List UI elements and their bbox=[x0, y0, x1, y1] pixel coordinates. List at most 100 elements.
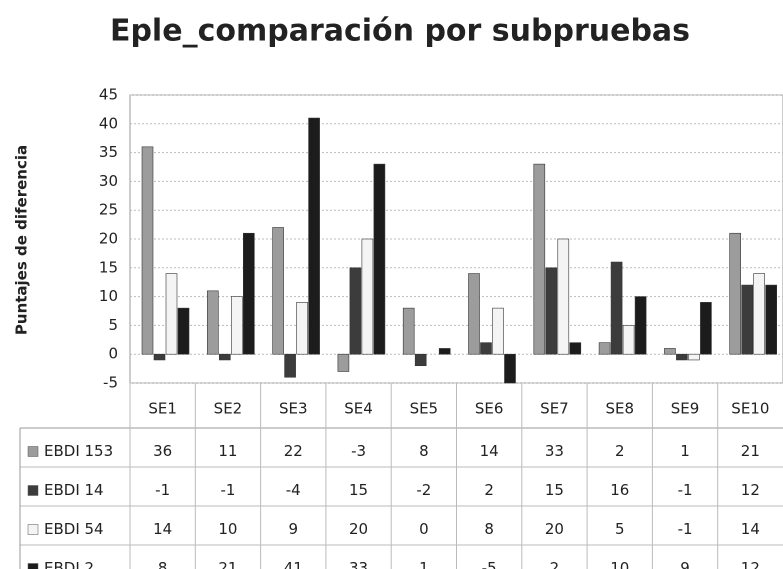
x-tick-label: SE4 bbox=[344, 400, 373, 418]
bar bbox=[284, 353, 296, 378]
bar bbox=[243, 232, 255, 355]
table-value: 8 bbox=[158, 559, 168, 569]
y-tick-label: 0 bbox=[108, 345, 118, 363]
bar bbox=[207, 290, 219, 355]
x-tick-label: SE1 bbox=[148, 400, 177, 418]
bar bbox=[296, 302, 308, 355]
legend-label: EBDI 54 bbox=[44, 520, 104, 538]
y-tick-label: 30 bbox=[99, 172, 118, 190]
legend-swatch bbox=[27, 524, 39, 535]
table-value: 12 bbox=[741, 559, 760, 569]
bar bbox=[741, 284, 754, 355]
table-value: 21 bbox=[741, 442, 760, 460]
y-tick-label: 5 bbox=[108, 316, 118, 334]
bar bbox=[610, 261, 623, 355]
table-value: 21 bbox=[218, 559, 237, 569]
table-value: 10 bbox=[218, 520, 237, 538]
table-value: 16 bbox=[610, 481, 629, 499]
y-tick-label: 45 bbox=[99, 86, 118, 104]
bar bbox=[664, 348, 676, 355]
bar bbox=[545, 267, 558, 355]
table-value: 22 bbox=[284, 442, 303, 460]
x-tick-label: SE5 bbox=[410, 400, 439, 418]
y-tick-label: 35 bbox=[99, 143, 118, 161]
bar bbox=[676, 353, 688, 361]
table-value: 9 bbox=[680, 559, 690, 569]
table-value: -2 bbox=[416, 481, 431, 499]
bar bbox=[177, 307, 190, 355]
bar bbox=[231, 296, 243, 355]
table-value: 14 bbox=[480, 442, 499, 460]
table-value: -1 bbox=[678, 520, 693, 538]
legend-swatch bbox=[27, 485, 39, 496]
bar bbox=[337, 353, 350, 372]
x-tick-label: SE9 bbox=[671, 400, 700, 418]
table-value: 15 bbox=[349, 481, 368, 499]
table-value: 41 bbox=[284, 559, 303, 569]
table-value: 20 bbox=[545, 520, 564, 538]
table-value: 8 bbox=[419, 442, 429, 460]
bar bbox=[634, 296, 647, 355]
table-value: -1 bbox=[155, 481, 170, 499]
legend-swatch bbox=[27, 446, 39, 457]
bar bbox=[598, 342, 611, 355]
bar bbox=[373, 163, 386, 355]
table-value: 8 bbox=[484, 520, 494, 538]
y-tick-label: -5 bbox=[103, 374, 118, 392]
bar bbox=[141, 146, 154, 355]
table-value: 10 bbox=[610, 559, 629, 569]
bar bbox=[557, 238, 570, 355]
table-value: 2 bbox=[615, 442, 625, 460]
table-value: 12 bbox=[741, 481, 760, 499]
table-value: 15 bbox=[545, 481, 564, 499]
chart-title: Eple_comparación por subpruebas bbox=[110, 14, 690, 49]
table-value: 14 bbox=[153, 520, 172, 538]
table-value: 1 bbox=[419, 559, 429, 569]
bar bbox=[468, 273, 480, 355]
y-tick-label: 25 bbox=[99, 201, 118, 219]
bar bbox=[402, 307, 415, 355]
x-tick-label: SE3 bbox=[279, 400, 308, 418]
table-value: 11 bbox=[218, 442, 237, 460]
y-tick-label: 40 bbox=[99, 114, 118, 132]
table-value: -4 bbox=[286, 481, 301, 499]
table-value: -5 bbox=[482, 559, 497, 569]
table-value: 1 bbox=[680, 442, 690, 460]
y-tick-label: 15 bbox=[99, 258, 118, 276]
table-value: 33 bbox=[545, 442, 564, 460]
bar bbox=[533, 163, 546, 355]
bar bbox=[492, 307, 504, 355]
bar bbox=[349, 267, 362, 355]
y-tick-label: 20 bbox=[99, 230, 118, 248]
bar bbox=[480, 342, 492, 355]
legend-label: EBDI 2 bbox=[44, 559, 94, 569]
bar bbox=[219, 353, 231, 361]
table-value: 5 bbox=[615, 520, 625, 538]
x-tick-label: SE8 bbox=[605, 400, 634, 418]
table-value: -1 bbox=[678, 481, 693, 499]
table-value: -3 bbox=[351, 442, 366, 460]
legend-swatch bbox=[27, 563, 39, 569]
bar bbox=[765, 284, 778, 355]
bar bbox=[688, 353, 700, 361]
table-value: -1 bbox=[220, 481, 235, 499]
table-value: 14 bbox=[741, 520, 760, 538]
bar bbox=[569, 342, 582, 355]
bar bbox=[165, 273, 178, 355]
bar bbox=[504, 353, 516, 384]
table-value: 36 bbox=[153, 442, 172, 460]
bar bbox=[308, 117, 320, 355]
bar bbox=[272, 227, 284, 355]
y-axis-label: Puntajes de diferencia bbox=[13, 145, 31, 335]
bar bbox=[622, 325, 635, 355]
table-value: 9 bbox=[288, 520, 298, 538]
bar bbox=[361, 238, 374, 355]
x-tick-label: SE2 bbox=[214, 400, 243, 418]
table-value: 20 bbox=[349, 520, 368, 538]
legend-label: EBDI 14 bbox=[44, 481, 104, 499]
table-value: 33 bbox=[349, 559, 368, 569]
x-tick-label: SE10 bbox=[731, 400, 769, 418]
table-value: 2 bbox=[550, 559, 560, 569]
x-tick-label: SE7 bbox=[540, 400, 569, 418]
